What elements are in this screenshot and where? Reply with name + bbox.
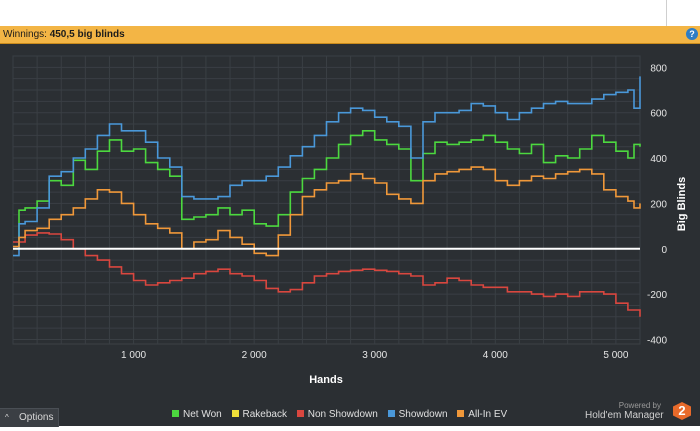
winnings-bar: Winnings: 450,5 big blinds ? [0,26,700,44]
legend-label: Rakeback [242,409,287,420]
series-line-non-showdown [13,232,641,317]
x-tick-label: 5 000 [603,350,628,361]
chart-series [13,76,641,317]
series-line-all-in-ev [13,166,641,257]
legend-swatch [172,410,179,417]
x-tick-label: 3 000 [362,350,387,361]
y-tick-label: 200 [650,199,667,210]
y-tick-label: 400 [650,154,667,165]
winnings-label: Winnings: [3,29,47,40]
legend-label: All-In EV [468,409,508,420]
legend-swatch [387,410,395,417]
legend-swatch [457,410,465,417]
y-tick-label: 0 [661,245,667,256]
x-tick-label: 4 000 [483,350,508,361]
chart-grid [12,55,641,345]
legend-label: Net Won [183,409,222,420]
legend-swatch [296,410,304,417]
legend-non-showdown[interactable]: Non Showdown [296,409,378,420]
legend-net-won[interactable]: Net Won [172,409,222,420]
x-tick-label: 2 000 [242,350,267,361]
x-tick-label: 1 000 [121,350,146,361]
window-top-strip [0,0,700,26]
y-tick-label: -200 [647,290,667,301]
help-icon[interactable]: ? [686,28,698,40]
winnings-value: 450,5 big blinds [49,29,125,40]
powered-by-text: Powered by [618,401,661,410]
options-button[interactable]: ^ Options [0,408,59,427]
series-line-showdown [13,76,641,257]
legend-showdown[interactable]: Showdown [387,409,448,420]
y-tick-label: 600 [650,109,667,120]
chart-ticks: 1 000 2 000 3 000 4 000 5 000 -400 -200 0 200 400… [121,63,667,361]
winnings-summary: Winnings: 450,5 big blinds [3,26,125,43]
winnings-chart: 1 000 2 000 3 000 4 000 5 000 -400 -200 0 200 400… [12,55,688,386]
chart-legend: Net Won Rakeback Non Showdown Showdown A… [172,409,514,423]
options-label: Options [19,412,54,423]
legend-swatch [231,410,239,417]
brand-logo: 2 [673,402,691,420]
x-axis-label: Hands [309,374,343,386]
graph-panel: 1 000 2 000 3 000 4 000 5 000 -400 -200 0 200 400… [0,44,700,426]
y-tick-label: 800 [650,63,667,74]
window-edge [666,0,667,26]
legend-label: Non Showdown [307,409,378,420]
y-axis-label: Big Blinds [676,177,688,231]
series-line-net-won [13,130,641,250]
legend-label: Showdown [398,409,448,420]
chevron-up-icon: ^ [5,413,9,422]
brand-name: Hold'em Manager [585,410,664,421]
legend-all-in-ev[interactable]: All-In EV [457,409,507,420]
branding: Powered by Hold'em Manager 2 [585,399,695,425]
y-tick-label: -400 [647,335,667,346]
legend-rakeback[interactable]: Rakeback [231,409,287,420]
